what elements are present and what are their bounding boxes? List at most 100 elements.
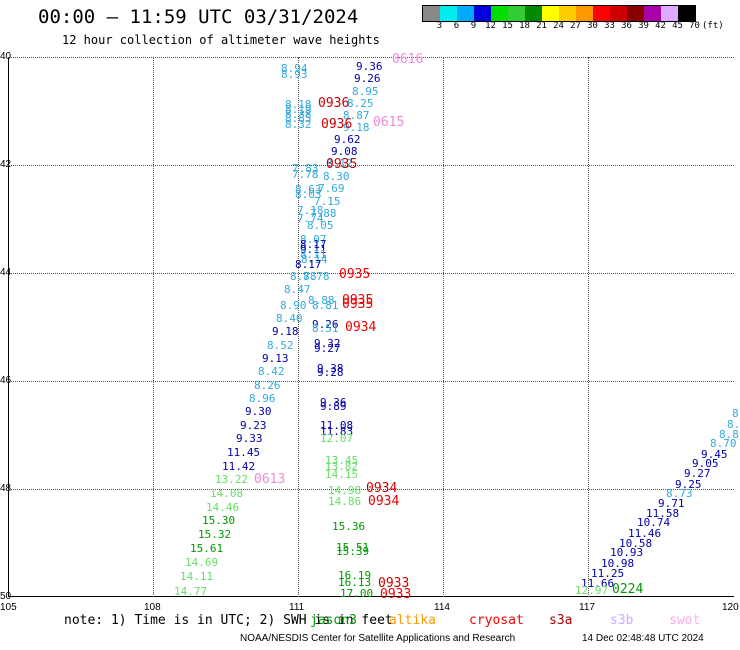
map-frame bbox=[8, 57, 734, 597]
wave-height-value: 15.61 bbox=[190, 542, 224, 555]
color-legend-label: 30 bbox=[587, 21, 598, 31]
wave-height-value: 9.08 bbox=[331, 145, 358, 158]
pass-time-label: 0613 bbox=[254, 472, 286, 487]
wave-height-value: 10.93 bbox=[610, 546, 644, 559]
wave-height-value: 8.70 bbox=[710, 437, 737, 450]
color-swatch bbox=[491, 6, 508, 21]
latitude-label: 40 bbox=[0, 51, 12, 62]
color-swatch bbox=[508, 6, 525, 21]
wave-height-value: 9.25 bbox=[675, 478, 702, 491]
color-swatch bbox=[678, 6, 695, 21]
wave-height-value: 9.38 bbox=[317, 362, 344, 375]
wave-height-value: 8.38 bbox=[285, 108, 312, 121]
color-swatch bbox=[610, 6, 627, 21]
wave-height-value: 8.73 bbox=[666, 487, 693, 500]
pass-time-label: 0615 bbox=[373, 115, 405, 130]
latitude-gridline bbox=[8, 381, 734, 382]
wave-height-value: 15.30 bbox=[202, 514, 236, 527]
wave-height-value: 8.81 bbox=[312, 299, 339, 312]
wave-height-value: 13.45 bbox=[325, 454, 359, 467]
wave-height-value: 8.87 bbox=[343, 109, 370, 122]
wave-height-value: 7.83 bbox=[292, 162, 319, 175]
latitude-label: 46 bbox=[0, 375, 12, 386]
wave-height-value: 8.95 bbox=[352, 85, 379, 98]
wave-height-value: 8.94 bbox=[281, 62, 308, 75]
longitude-label: 105 bbox=[0, 602, 17, 613]
color-swatch bbox=[525, 6, 542, 21]
wave-height-value: 9.11 bbox=[300, 243, 327, 256]
wave-height-value: 14.46 bbox=[206, 501, 240, 514]
pass-time-label: 0935 bbox=[339, 267, 371, 282]
wave-height-value: 9.32 bbox=[314, 337, 341, 350]
pass-time-label: 0224 bbox=[612, 582, 644, 597]
wave-height-value: 8.52 bbox=[267, 339, 294, 352]
wave-height-value: 13.82 bbox=[325, 460, 359, 473]
wave-height-value: 8.07 bbox=[300, 233, 327, 246]
color-legend-label: 39 bbox=[638, 21, 649, 31]
wave-height-value: 15.36 bbox=[332, 520, 366, 533]
latitude-label: 42 bbox=[0, 159, 12, 170]
wave-height-value: 9.30 bbox=[245, 405, 272, 418]
wave-height-value: 7.15 bbox=[314, 195, 341, 208]
wave-height-value: 9.89 bbox=[320, 400, 347, 413]
wave-height-value: 7.88 bbox=[310, 207, 337, 220]
wave-height-value: 10.58 bbox=[619, 537, 653, 550]
color-swatch bbox=[593, 6, 610, 21]
wave-height-value: 8.42 bbox=[258, 365, 285, 378]
wave-height-value: 8.11 bbox=[300, 248, 327, 261]
wave-height-value: 12.07 bbox=[320, 432, 354, 445]
footer-timestamp: 14 Dec 02:48:48 UTC 2024 bbox=[582, 633, 704, 644]
color-legend-label: 6 bbox=[453, 21, 460, 31]
wave-height-value: 16.19 bbox=[338, 569, 372, 582]
color-swatch bbox=[440, 6, 457, 21]
wave-height-value: 9.26 bbox=[312, 318, 339, 331]
color-legend-label: 33 bbox=[604, 21, 615, 31]
wave-height-value: 14.69 bbox=[185, 556, 219, 569]
color-legend-label: 42 bbox=[655, 21, 666, 31]
longitude-gridline bbox=[298, 57, 299, 597]
latitude-gridline bbox=[8, 273, 734, 274]
wave-height-value: 9.62 bbox=[334, 133, 361, 146]
wave-height-value: 9.36 bbox=[356, 60, 383, 73]
wave-height-value: 8.88 bbox=[308, 294, 335, 307]
wave-height-value: 8.18 bbox=[285, 98, 312, 111]
wave-height-value: 9.33 bbox=[236, 432, 263, 445]
color-legend-label: 15 bbox=[502, 21, 513, 31]
wave-height-value: 15.39 bbox=[336, 545, 370, 558]
wave-height-value: 9.71 bbox=[658, 497, 685, 510]
latitude-gridline bbox=[8, 489, 734, 490]
longitude-gridline bbox=[443, 57, 444, 597]
wave-height-value: 9.28 bbox=[317, 366, 344, 379]
wave-height-value: 8.17 bbox=[295, 258, 322, 271]
color-legend-label: 36 bbox=[621, 21, 632, 31]
pass-time-label: 0934 bbox=[366, 481, 398, 496]
wave-height-value: 9.18 bbox=[272, 325, 299, 338]
wave-height-value: 11.42 bbox=[222, 460, 256, 473]
pass-time-label: 0936 bbox=[321, 117, 353, 132]
longitude-gridline bbox=[588, 57, 589, 597]
footer-credit: NOAA/NESDIS Center for Satellite Applica… bbox=[240, 633, 516, 644]
color-legend-label: 9 bbox=[470, 21, 477, 31]
color-legend-label: 3 bbox=[436, 21, 443, 31]
color-legend-label: 27 bbox=[570, 21, 581, 31]
note-text: note: 1) Time is in UTC; 2) SWH is in fe… bbox=[64, 613, 393, 628]
satellite-altika: altika bbox=[389, 613, 436, 628]
wave-height-value: 9.05 bbox=[692, 457, 719, 470]
latitude-label: 48 bbox=[0, 483, 12, 494]
pass-time-label: 0935 bbox=[342, 293, 374, 308]
wave-height-value: 14.08 bbox=[210, 487, 244, 500]
color-swatch bbox=[423, 6, 440, 21]
wave-height-value: 9.26 bbox=[354, 72, 381, 85]
wave-height-value: 11.83 bbox=[320, 425, 354, 438]
latitude-label: 44 bbox=[0, 267, 12, 278]
wave-height-value: 17.00 bbox=[340, 587, 374, 600]
wave-height-value: 8.26 bbox=[254, 379, 281, 392]
wave-height-value: 9.23 bbox=[240, 419, 267, 432]
page-title: 00:00 — 11:59 UTC 03/31/2024 bbox=[38, 6, 359, 28]
wave-height-value: 8.51 bbox=[312, 322, 339, 335]
wave-height-value: 8.32 bbox=[285, 118, 312, 131]
wave-height-value: 8.63 bbox=[295, 183, 322, 196]
color-swatch bbox=[661, 6, 678, 21]
wave-height-value: 9.27 bbox=[314, 342, 341, 355]
